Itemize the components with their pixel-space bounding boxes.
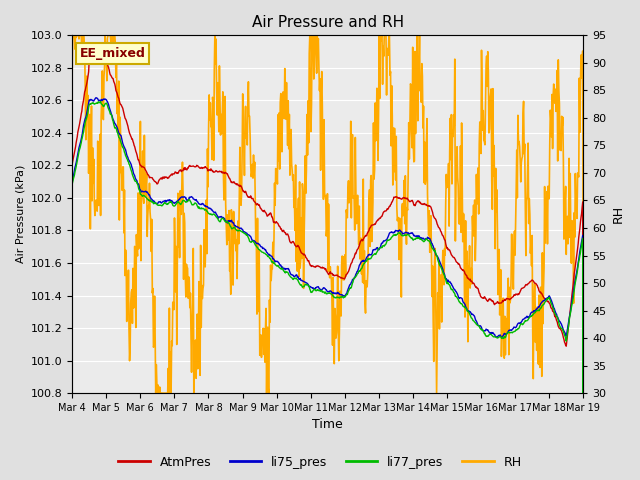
Y-axis label: RH: RH <box>612 205 625 223</box>
Title: Air Pressure and RH: Air Pressure and RH <box>252 15 404 30</box>
X-axis label: Time: Time <box>312 419 343 432</box>
Legend: AtmPres, li75_pres, li77_pres, RH: AtmPres, li75_pres, li77_pres, RH <box>113 451 527 474</box>
Text: EE_mixed: EE_mixed <box>80 47 146 60</box>
Y-axis label: Air Pressure (kPa): Air Pressure (kPa) <box>15 165 25 264</box>
